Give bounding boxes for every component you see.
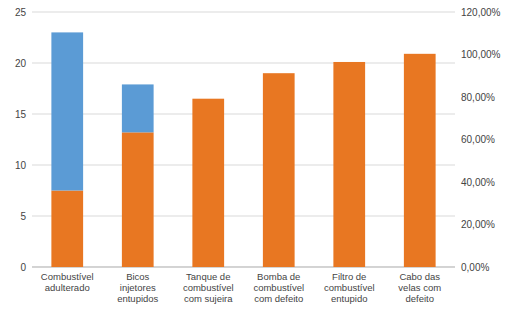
y2-tick-label: 0,00%: [461, 262, 489, 273]
x-tick-label-line: Cabo das: [399, 271, 440, 282]
grid-line: [32, 165, 455, 166]
x-tick-label-line: adulterado: [45, 282, 90, 293]
x-tick-label-line: Bicos: [126, 271, 149, 282]
bar-segment: [192, 98, 224, 99]
x-tick-label: Tanque decombustívelcom sujeira: [183, 271, 234, 304]
x-tick-label-line: combustível: [253, 282, 304, 293]
y-tick-label: 25: [15, 7, 27, 18]
y2-tick-label: 100,00%: [461, 49, 501, 60]
y-tick-label: 10: [15, 160, 27, 171]
bar-segment: [192, 99, 224, 267]
x-tick-label-line: com sujeira: [184, 293, 233, 304]
bar-segment: [122, 84, 154, 132]
bars: [51, 32, 435, 267]
bar-segment: [404, 53, 436, 54]
x-tick-label-line: entupidos: [117, 293, 158, 304]
x-tick-label-line: injetores: [120, 282, 156, 293]
bar-segment: [122, 132, 154, 267]
x-tick-label-line: combustível: [324, 282, 375, 293]
x-tick-label-line: Bomba de: [257, 271, 300, 282]
x-tick-label-line: Tanque de: [186, 271, 230, 282]
x-tick-label-line: velas com: [398, 282, 441, 293]
y-tick-label: 0: [20, 262, 26, 273]
grid-line: [32, 12, 455, 13]
bar-segment: [404, 54, 436, 267]
x-tick-label: Filtro decombustívelentupido: [324, 271, 375, 304]
x-tick-label-line: entupido: [331, 293, 367, 304]
grid-line: [32, 267, 455, 268]
x-tick-label-line: com defeito: [254, 293, 303, 304]
y-tick-label: 15: [15, 109, 27, 120]
y2-tick-label: 20,00%: [461, 219, 495, 230]
x-tick-label: Bicosinjetoresentupidos: [117, 271, 158, 304]
bar-segment: [263, 73, 295, 267]
grid-line: [32, 114, 455, 115]
bar-segment: [51, 32, 83, 190]
y-tick-label: 20: [15, 58, 27, 69]
x-tick-label: Combustíveladulterado: [41, 271, 94, 293]
grid: [32, 12, 455, 267]
x-tick-label: Bomba decombustívelcom defeito: [253, 271, 304, 304]
y2-tick-label: 40,00%: [461, 177, 495, 188]
x-tick-label: Cabo dasvelas comdefeito: [398, 271, 441, 304]
x-tick-label-line: Combustível: [41, 271, 94, 282]
x-axis-line: [32, 267, 455, 268]
y2-tick-label: 80,00%: [461, 92, 495, 103]
x-tick-label-line: combustível: [183, 282, 234, 293]
y-tick-label: 5: [20, 211, 26, 222]
grid-line: [32, 216, 455, 217]
axes: 0 5 10 15 20 25 0,00% 20,00% 40,00% 60,00% 80,00% 1…: [15, 7, 501, 305]
x-tick-label-line: defeito: [405, 293, 434, 304]
bar-segment: [51, 191, 83, 268]
y2-tick-label: 120,00%: [461, 7, 501, 18]
grid-line: [32, 63, 455, 64]
bar-segment: [263, 73, 295, 74]
bar-segment: [333, 61, 365, 62]
chart: 0 5 10 15 20 25 0,00% 20,00% 40,00% 60,00% 80,00% 1…: [0, 0, 509, 315]
x-tick-label-line: Filtro de: [332, 271, 366, 282]
y2-tick-label: 60,00%: [461, 134, 495, 145]
bar-segment: [333, 62, 365, 267]
